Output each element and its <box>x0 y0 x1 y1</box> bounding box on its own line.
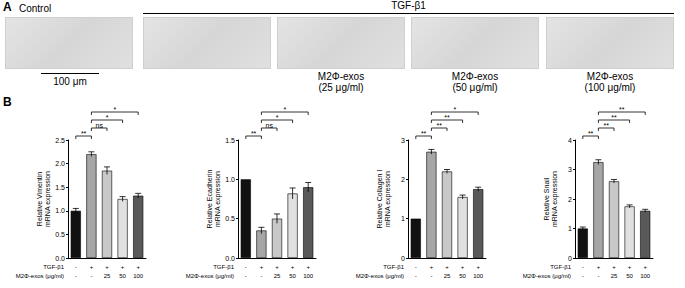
svg-text:+: + <box>476 264 480 270</box>
svg-text:-: - <box>260 273 262 279</box>
svg-text:**: ** <box>619 106 625 113</box>
svg-text:1.5: 1.5 <box>225 137 235 144</box>
svg-text:1: 1 <box>401 215 405 222</box>
svg-text:2: 2 <box>568 196 572 203</box>
svg-text:**: ** <box>81 130 87 137</box>
svg-text:25: 25 <box>611 273 618 279</box>
svg-text:mRNA expression: mRNA expression <box>44 171 52 227</box>
svg-text:0.5: 0.5 <box>225 215 235 222</box>
svg-text:25: 25 <box>104 273 111 279</box>
svg-text:0: 0 <box>568 255 572 262</box>
html-text:M2Φ-exos (50 μg/ml): M2Φ-exos (50 μg/ml) <box>451 71 499 93</box>
svg-text:100: 100 <box>640 273 651 279</box>
svg-text:*: * <box>453 106 456 113</box>
svg-text:*: * <box>106 114 109 121</box>
html-text:100 μm: 100 μm <box>53 76 87 87</box>
svg-text:0: 0 <box>401 255 405 262</box>
svg-text:100: 100 <box>473 273 484 279</box>
html-text:TGF-β1: TGF-β1 <box>391 0 426 11</box>
svg-text:50: 50 <box>626 273 633 279</box>
html-text:A: A <box>3 0 12 14</box>
svg-text:-: - <box>430 273 432 279</box>
svg-text:-: - <box>415 264 417 270</box>
svg-text:**: ** <box>588 130 594 137</box>
svg-text:-: - <box>597 273 599 279</box>
svg-text:-: - <box>90 273 92 279</box>
svg-text:1.0: 1.0 <box>225 176 235 183</box>
svg-text:mRNA expression: mRNA expression <box>384 171 392 227</box>
html-text:M2Φ-exos (100 μg/ml): M2Φ-exos (100 μg/ml) <box>584 71 636 93</box>
svg-text:50: 50 <box>119 273 126 279</box>
svg-text:*: * <box>276 114 279 121</box>
svg-text:1: 1 <box>568 225 572 232</box>
svg-text:4: 4 <box>568 137 572 144</box>
svg-text:ns: ns <box>265 122 273 129</box>
svg-text:**: ** <box>251 130 257 137</box>
svg-text:Relative Ecadherin: Relative Ecadherin <box>206 170 213 229</box>
svg-text:+: + <box>260 264 264 270</box>
svg-text:-: - <box>582 264 584 270</box>
svg-text:Relative Collagen Ⅰ: Relative Collagen Ⅰ <box>376 170 384 229</box>
svg-text:+: + <box>121 264 125 270</box>
svg-text:1.5: 1.5 <box>55 184 65 191</box>
html-text:Control: Control <box>19 3 52 14</box>
svg-text:-: - <box>415 273 417 279</box>
svg-text:-: - <box>75 264 77 270</box>
html-text:M2Φ-exos (25 μg/ml): M2Φ-exos (25 μg/ml) <box>317 71 365 93</box>
svg-text:+: + <box>430 264 434 270</box>
svg-text:+: + <box>643 264 647 270</box>
svg-text:**: ** <box>603 122 609 129</box>
svg-text:M2Φ-exos (μg/ml): M2Φ-exos (μg/ml) <box>523 273 571 279</box>
svg-text:2: 2 <box>401 176 405 183</box>
svg-text:+: + <box>105 264 109 270</box>
svg-text:2.5: 2.5 <box>55 137 65 144</box>
svg-text:**: ** <box>611 114 617 121</box>
svg-text:M2Φ-exos (μg/ml): M2Φ-exos (μg/ml) <box>16 273 64 279</box>
svg-text:mRNA expression: mRNA expression <box>551 171 559 227</box>
svg-text:Relative Vimentin: Relative Vimentin <box>36 172 43 226</box>
svg-text:TGF-β1: TGF-β1 <box>550 264 571 270</box>
svg-text:+: + <box>628 264 632 270</box>
svg-text:**: ** <box>436 122 442 129</box>
svg-text:3: 3 <box>401 137 405 144</box>
svg-text:25: 25 <box>274 273 281 279</box>
svg-text:+: + <box>136 264 140 270</box>
svg-text:+: + <box>291 264 295 270</box>
svg-text:+: + <box>275 264 279 270</box>
svg-text:3: 3 <box>568 166 572 173</box>
svg-text:-: - <box>245 264 247 270</box>
svg-text:**: ** <box>444 114 450 121</box>
svg-text:+: + <box>597 264 601 270</box>
svg-text:TGF-β1: TGF-β1 <box>213 264 234 270</box>
svg-text:50: 50 <box>289 273 296 279</box>
svg-text:+: + <box>90 264 94 270</box>
svg-text:-: - <box>245 273 247 279</box>
svg-text:mRNA expression: mRNA expression <box>214 171 222 227</box>
svg-text:M2Φ-exos (μg/ml): M2Φ-exos (μg/ml) <box>356 273 404 279</box>
svg-text:+: + <box>612 264 616 270</box>
svg-text:*: * <box>113 106 116 113</box>
svg-text:1.0: 1.0 <box>55 207 65 214</box>
svg-text:-: - <box>582 273 584 279</box>
svg-text:50: 50 <box>459 273 466 279</box>
svg-text:25: 25 <box>444 273 451 279</box>
svg-text:ns: ns <box>95 122 103 129</box>
svg-text:100: 100 <box>303 273 314 279</box>
svg-text:2.0: 2.0 <box>55 160 65 167</box>
svg-text:+: + <box>445 264 449 270</box>
svg-text:Relative Snail: Relative Snail <box>543 177 550 220</box>
svg-text:B: B <box>3 95 12 109</box>
svg-text:100: 100 <box>133 273 144 279</box>
svg-text:TGF-β1: TGF-β1 <box>43 264 64 270</box>
svg-text:*: * <box>283 106 286 113</box>
svg-text:TGF-β1: TGF-β1 <box>383 264 404 270</box>
svg-text:M2Φ-exos (μg/ml): M2Φ-exos (μg/ml) <box>186 273 234 279</box>
svg-text:0.0: 0.0 <box>55 255 65 262</box>
svg-text:-: - <box>75 273 77 279</box>
svg-text:+: + <box>461 264 465 270</box>
svg-text:0.0: 0.0 <box>225 255 235 262</box>
svg-text:+: + <box>306 264 310 270</box>
svg-text:0.5: 0.5 <box>55 231 65 238</box>
svg-text:**: ** <box>421 130 427 137</box>
